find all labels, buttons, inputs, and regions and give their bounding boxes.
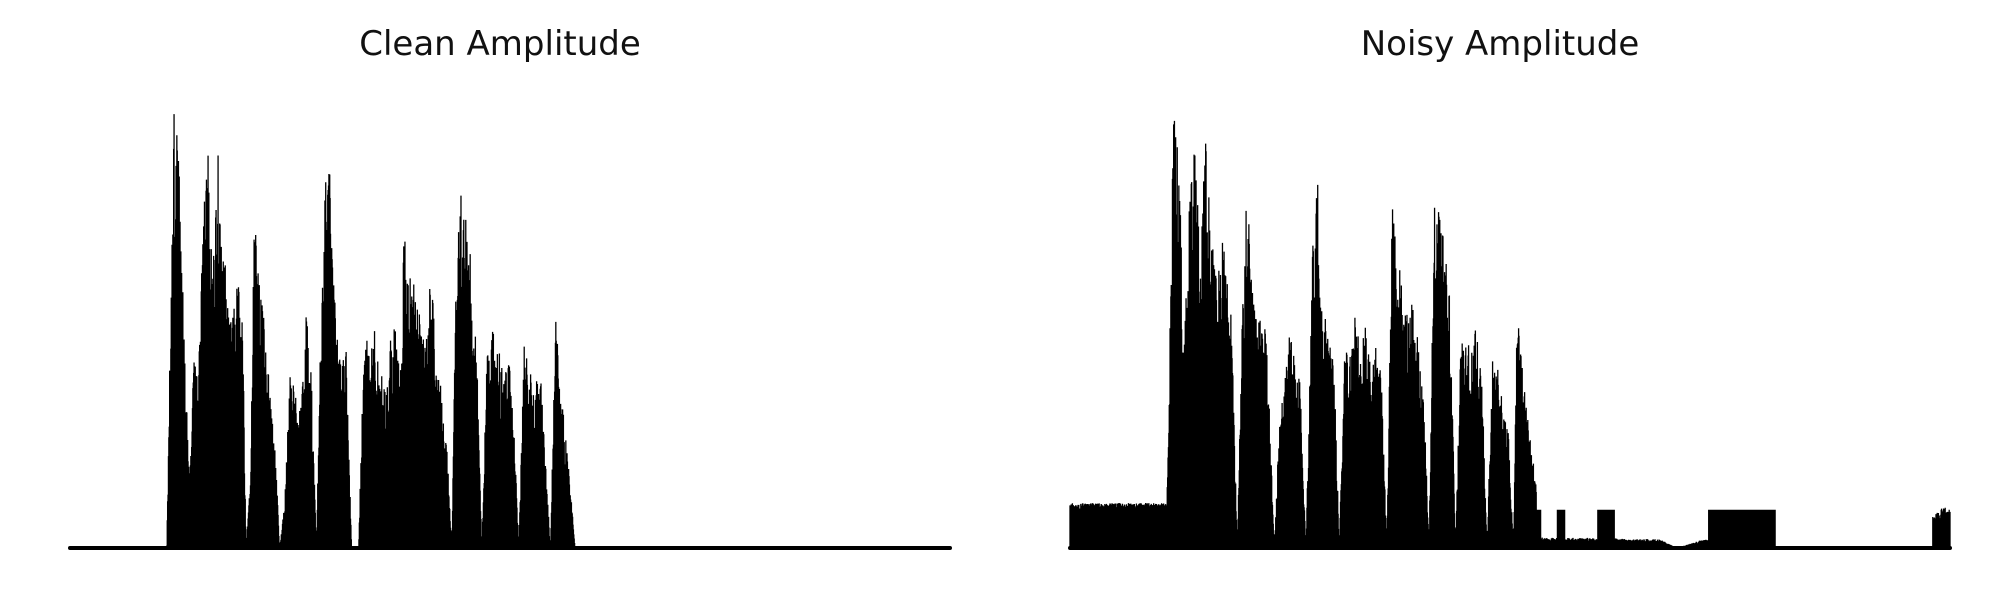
chart-svg-noisy	[1068, 120, 1952, 550]
noisy-amplitude-series	[1069, 120, 1951, 548]
chart-panel-noisy: Noisy Amplitude	[1000, 0, 2000, 600]
chart-title-noisy: Noisy Amplitude	[1360, 24, 1640, 64]
chart-title-clean: Clean Amplitude	[359, 24, 641, 64]
chart-svg-clean	[68, 114, 952, 550]
series-group-clean	[68, 114, 952, 550]
series-group-noisy	[1068, 120, 1952, 550]
chart-panel-clean: Clean Amplitude	[68, 24, 952, 550]
clean-amplitude-series	[166, 114, 576, 548]
